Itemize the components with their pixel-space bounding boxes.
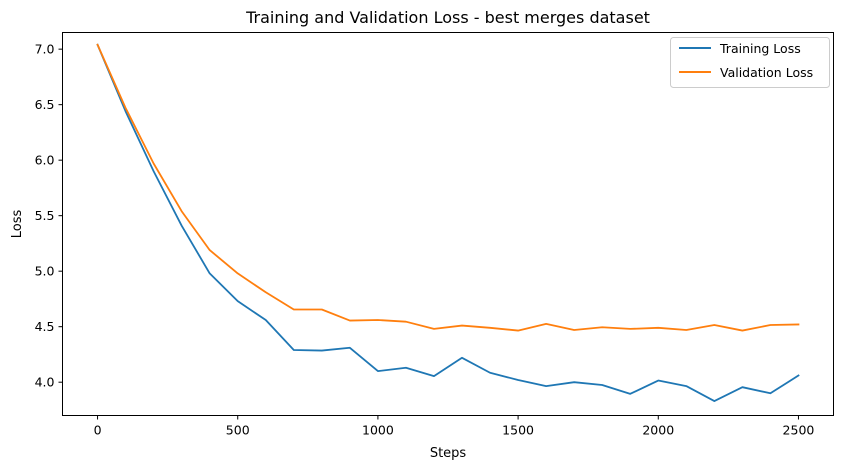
chart-title: Training and Validation Loss - best merg… — [245, 8, 650, 27]
y-tick-label: 6.0 — [35, 153, 55, 168]
y-tick-label: 7.0 — [35, 42, 55, 57]
y-tick-label: 4.5 — [35, 319, 55, 334]
y-tick-label: 5.0 — [35, 264, 55, 279]
x-tick-label: 1000 — [362, 423, 394, 438]
series-layer — [96, 43, 800, 402]
x-tick-label: 500 — [226, 423, 250, 438]
legend: Training Loss Validation Loss — [670, 37, 830, 88]
x-axis-label: Steps — [430, 446, 467, 461]
legend-label-validation: Validation Loss — [720, 65, 813, 80]
x-tick-label: 2500 — [783, 423, 815, 438]
x-tick-label: 0 — [94, 423, 102, 438]
x-tick-label: 2000 — [642, 423, 674, 438]
y-tick-label: 6.5 — [35, 97, 55, 112]
legend-label-training: Training Loss — [719, 41, 801, 56]
plot-frame — [62, 32, 834, 416]
validation-loss-line — [96, 43, 800, 332]
y-tick-label: 4.0 — [35, 375, 55, 390]
y-axis-label: Loss — [10, 210, 25, 239]
y-tick-label: 5.5 — [35, 208, 55, 223]
x-tick-label: 1500 — [502, 423, 534, 438]
y-axis-ticks: 4.0 4.5 5.0 5.5 6.0 6.5 7.0 — [35, 42, 63, 390]
training-loss-line — [96, 43, 800, 402]
legend-box — [670, 37, 830, 88]
x-axis-ticks: 0 500 1000 1500 2000 2500 — [94, 415, 815, 438]
